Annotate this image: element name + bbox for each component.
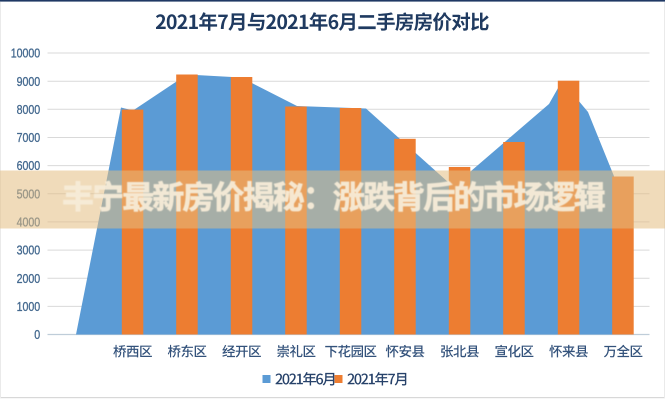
svg-text:10000: 10000 xyxy=(11,47,41,61)
svg-text:9000: 9000 xyxy=(17,75,41,89)
svg-text:8000: 8000 xyxy=(17,103,41,117)
svg-text:7000: 7000 xyxy=(17,131,41,145)
svg-text:0: 0 xyxy=(34,328,40,342)
svg-text:3000: 3000 xyxy=(17,244,41,258)
svg-text:1000: 1000 xyxy=(17,300,41,314)
svg-text:2000: 2000 xyxy=(17,272,41,286)
svg-text:6000: 6000 xyxy=(17,159,41,173)
